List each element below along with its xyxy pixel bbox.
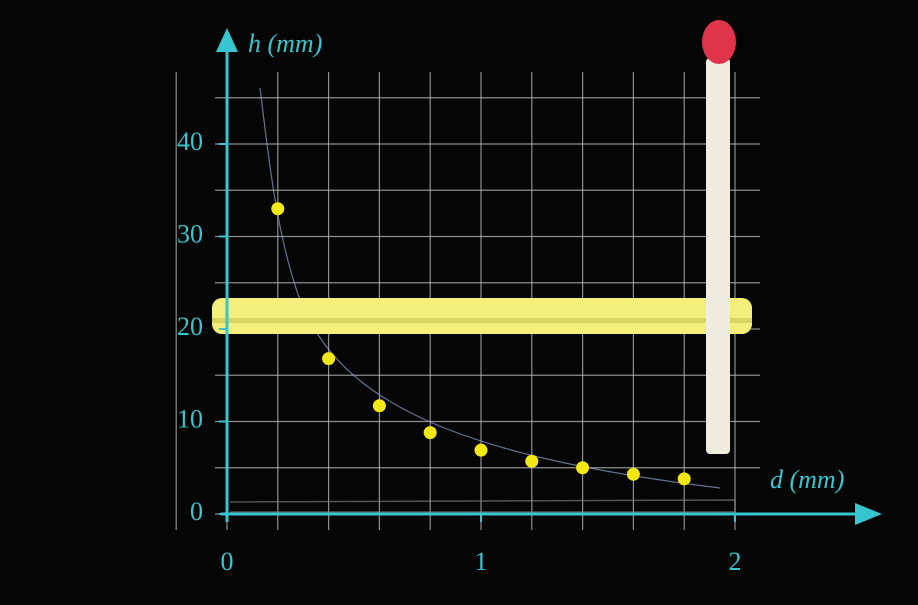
data-point (576, 461, 589, 474)
y-tick-label: 40 (177, 127, 203, 156)
chart: 0 10 20 30 40 0 1 2 h (mm) d (mm) (0, 0, 918, 605)
data-point (627, 468, 640, 481)
y-tick-label: 20 (177, 312, 203, 341)
match-stick (706, 58, 730, 454)
y-tick-label: 10 (177, 404, 203, 433)
x-tick-label: 2 (729, 547, 742, 576)
y-tick-label: 0 (190, 497, 203, 526)
data-point (271, 202, 284, 215)
data-point (678, 472, 691, 485)
yellow-bar-shade (212, 318, 752, 323)
data-point (322, 352, 335, 365)
y-tick-label: 30 (177, 219, 203, 248)
data-point (525, 455, 538, 468)
data-point (373, 399, 386, 412)
data-point (475, 444, 488, 457)
match-head (702, 20, 736, 64)
y-axis-label: h (mm) (248, 29, 322, 58)
x-tick-label: 0 (221, 547, 234, 576)
x-axis-label: d (mm) (770, 465, 844, 494)
x-tick-label: 1 (475, 547, 488, 576)
data-point (424, 426, 437, 439)
yellow-bar (212, 298, 752, 334)
